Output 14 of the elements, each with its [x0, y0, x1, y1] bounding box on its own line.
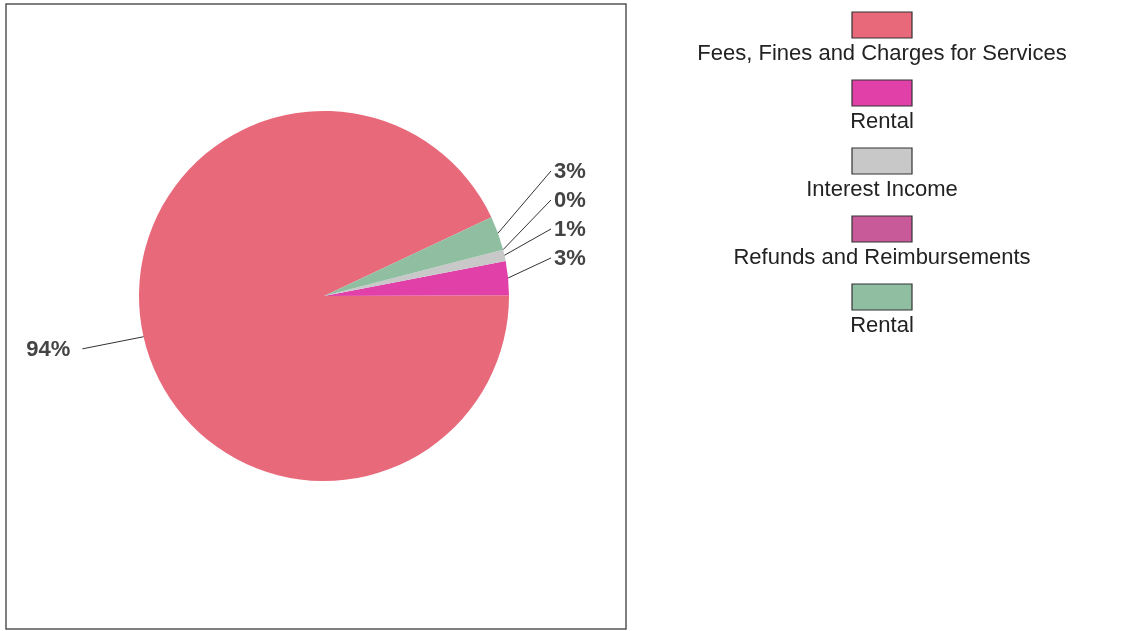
- pie-slice: [139, 111, 509, 481]
- legend-label: Rental: [850, 108, 914, 133]
- legend-label: Fees, Fines and Charges for Services: [697, 40, 1067, 65]
- pie-slice: [324, 260, 509, 296]
- legend-label: Rental: [850, 312, 914, 337]
- data-label: 94%: [26, 335, 71, 361]
- legend-label: Refunds and Reimbursements: [733, 244, 1031, 269]
- text: 0%: [554, 186, 586, 212]
- data-label: 3%: [554, 244, 586, 270]
- pie-slice: [324, 217, 504, 296]
- legend-label: Interest Income: [806, 176, 958, 201]
- pie-slice: [324, 249, 506, 296]
- data-label: 3%: [554, 157, 586, 183]
- data-label: 1%: [554, 215, 586, 241]
